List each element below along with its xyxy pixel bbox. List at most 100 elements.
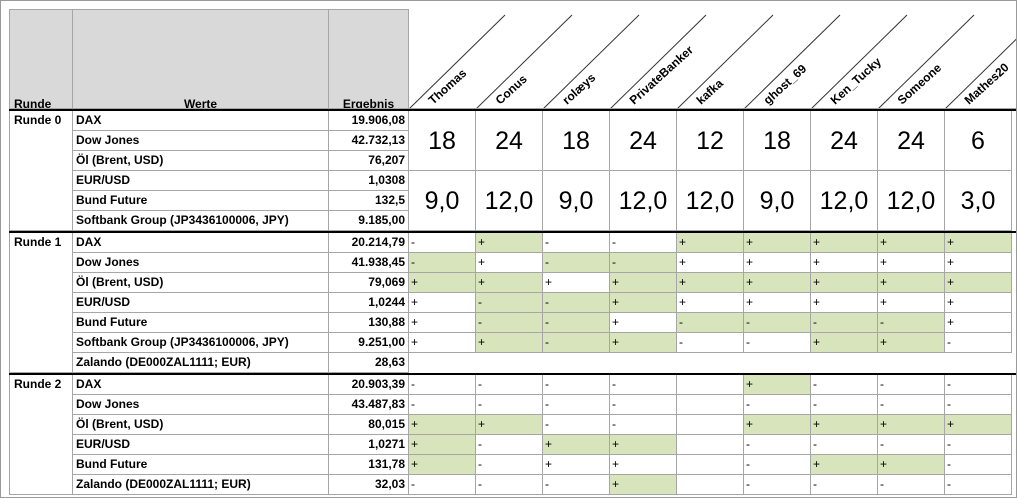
werte-label: Softbank Group (JP3436100006, JPY) [73, 333, 329, 353]
round-label: Runde 2 [9, 375, 73, 495]
tip-cell: - [543, 293, 610, 313]
tip-cell: - [409, 233, 476, 253]
tip-cell: + [945, 313, 1012, 333]
round-separator [9, 231, 1016, 233]
tip-cell: - [476, 293, 543, 313]
tip-cell: + [409, 273, 476, 293]
tip-cell: - [409, 253, 476, 273]
tip-cell: - [610, 395, 677, 415]
tip-cell [677, 435, 744, 455]
tip-cell: + [610, 293, 677, 313]
header-diagonal [810, 14, 908, 109]
tip-cell: - [409, 475, 476, 495]
tip-cell: - [811, 475, 878, 495]
tip-cell: + [476, 333, 543, 353]
player-name: rolæys [560, 70, 599, 107]
tip-cell: + [543, 273, 610, 293]
header-diagonal [676, 14, 774, 109]
tip-cell: - [610, 233, 677, 253]
tip-cell: + [610, 313, 677, 333]
points-cell: 6 [945, 111, 1012, 171]
tip-cell: + [744, 415, 811, 435]
werte-label: EUR/USD [73, 171, 329, 191]
tip-cell: + [744, 293, 811, 313]
header-diagonal [877, 14, 975, 109]
points-cell: 9,0 [409, 171, 476, 231]
points-cell: 12,0 [677, 171, 744, 231]
tip-cell: - [945, 475, 1012, 495]
tip-cell: - [878, 435, 945, 455]
ergebnis-value: 20.214,79 [329, 233, 409, 253]
points-cell: 18 [543, 111, 610, 171]
tip-cell: + [409, 333, 476, 353]
header-diagonal [542, 14, 640, 109]
tip-cell: + [811, 253, 878, 273]
werte-label: DAX [73, 111, 329, 131]
round-label: Runde 0 [9, 111, 73, 231]
tip-cell: + [811, 273, 878, 293]
ergebnis-value: 9.185,00 [329, 211, 409, 231]
tip-cell [677, 395, 744, 415]
tip-cell: - [409, 395, 476, 415]
tip-cell: + [945, 293, 1012, 313]
points-cell: 18 [409, 111, 476, 171]
player-name: Conus [493, 72, 530, 108]
tip-cell: + [878, 273, 945, 293]
ergebnis-value: 1,0308 [329, 171, 409, 191]
tip-cell: - [476, 375, 543, 395]
tip-cell: + [610, 475, 677, 495]
points-cell: 12,0 [610, 171, 677, 231]
tip-cell: + [744, 233, 811, 253]
tip-cell: - [543, 375, 610, 395]
tip-cell: + [878, 333, 945, 353]
tip-cell [677, 455, 744, 475]
tip-cell: + [610, 435, 677, 455]
tip-cell: - [677, 313, 744, 333]
werte-label: Öl (Brent, USD) [73, 415, 329, 435]
tip-cell: + [677, 253, 744, 273]
tip-cell: - [476, 395, 543, 415]
tip-cell: - [811, 435, 878, 455]
player-name: Someone [895, 60, 945, 107]
werte-label: Zalando (DE000ZAL1111; EUR) [73, 475, 329, 495]
ergebnis-value: 130,88 [329, 313, 409, 333]
header-diagonal [475, 14, 573, 109]
round-separator [9, 373, 1016, 375]
tip-cell: - [610, 253, 677, 273]
points-cell: 12 [677, 111, 744, 171]
tip-cell: - [543, 475, 610, 495]
points-cell: 24 [610, 111, 677, 171]
tip-cell: - [476, 435, 543, 455]
tip-cell: - [543, 253, 610, 273]
werte-label: Dow Jones [73, 395, 329, 415]
tip-cell: + [409, 435, 476, 455]
tip-cell: + [744, 375, 811, 395]
werte-label: Bund Future [73, 313, 329, 333]
werte-label: Zalando (DE000ZAL1111; EUR) [73, 353, 329, 373]
tip-cell [677, 475, 744, 495]
points-cell: 12,0 [811, 171, 878, 231]
tip-cell: + [878, 293, 945, 313]
tip-cell: + [409, 455, 476, 475]
tip-cell: - [610, 375, 677, 395]
werte-label: DAX [73, 375, 329, 395]
tip-cell: + [610, 333, 677, 353]
points-cell: 9,0 [744, 171, 811, 231]
tip-cell: - [811, 395, 878, 415]
werte-label: Bund Future [73, 191, 329, 211]
header-diagonal [609, 14, 707, 109]
tip-cell: + [610, 273, 677, 293]
werte-label: Öl (Brent, USD) [73, 151, 329, 171]
werte-label: EUR/USD [73, 435, 329, 455]
ergebnis-value: 80,015 [329, 415, 409, 435]
werte-label: Dow Jones [73, 253, 329, 273]
tip-cell: - [610, 415, 677, 435]
tip-cell: - [945, 435, 1012, 455]
ergebnis-value: 32,03 [329, 475, 409, 495]
points-cell: 3,0 [945, 171, 1012, 231]
tip-cell: + [476, 273, 543, 293]
tip-cell: + [409, 293, 476, 313]
round-label: Runde 1 [9, 233, 73, 373]
tip-cell: + [945, 415, 1012, 435]
